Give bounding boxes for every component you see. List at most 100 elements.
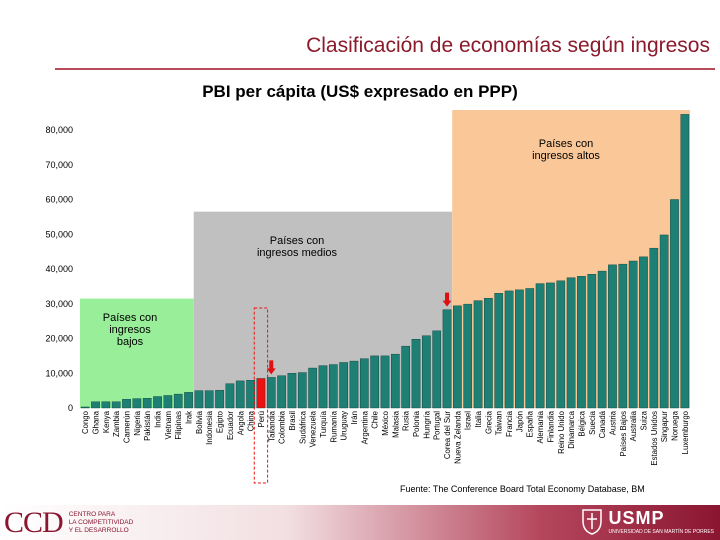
bar <box>339 362 348 409</box>
source-note: Fuente: The Conference Board Total Econo… <box>400 484 645 494</box>
bar <box>391 353 400 409</box>
x-category-label: Colombia <box>278 410 287 444</box>
bar <box>318 365 328 409</box>
x-category-label: Turquía <box>319 410 328 437</box>
x-category-label: Argentina <box>360 410 369 444</box>
band-annotation-line: Países con <box>539 138 593 150</box>
bar <box>91 401 100 409</box>
bar <box>256 378 266 409</box>
bar <box>463 303 473 409</box>
x-category-label: Francia <box>505 410 514 437</box>
x-category-label: Chile <box>371 411 380 429</box>
x-category-label: Reino Unido <box>557 410 566 454</box>
x-category-label: Rumanía <box>329 410 338 442</box>
x-category-label: Italia <box>474 410 483 427</box>
bar <box>349 360 359 409</box>
x-category-label: Rusia <box>402 410 411 431</box>
x-category-label: Uruguay <box>340 411 349 441</box>
x-category-label: Bolivia <box>195 410 204 434</box>
bar <box>287 373 297 409</box>
x-category-label: Taiwan <box>495 411 504 435</box>
x-category-label: Ghana <box>92 410 101 434</box>
highlight-frame <box>253 307 269 484</box>
usmp-subtitle: UNIVERSIDAD DE SAN MARTÍN DE PORRES <box>608 528 714 535</box>
bar <box>401 345 411 409</box>
bar <box>359 358 369 409</box>
usmp-logo: USMP UNIVERSIDAD DE SAN MARTÍN DE PORRES <box>581 507 714 535</box>
x-category-label: Estados Unidos <box>650 411 659 466</box>
band-annotation-line: ingresos medios <box>257 247 338 259</box>
x-category-label: Vietnam <box>164 411 173 439</box>
y-tick-label: 70,000 <box>45 160 73 170</box>
x-category-label: Bélgica <box>577 410 586 436</box>
bar <box>494 293 504 409</box>
x-category-label: Nigeria <box>133 410 142 435</box>
x-category-label: Camerún <box>123 411 132 443</box>
y-tick-label: 30,000 <box>45 299 73 309</box>
x-category-label: Brasil <box>288 411 297 431</box>
y-tick-label: 10,000 <box>45 368 73 378</box>
bar <box>618 263 628 409</box>
bar <box>566 277 576 409</box>
bar <box>380 355 390 409</box>
bar <box>163 395 173 409</box>
x-category-label: Hungría <box>422 410 431 438</box>
ccd-logo: CCD CENTRO PARA LA COMPETITIVIDAD Y EL D… <box>4 505 133 540</box>
bar <box>473 300 483 409</box>
bar <box>132 398 142 409</box>
bar <box>235 380 245 409</box>
x-category-label: Corea del Sur <box>443 411 452 460</box>
bar <box>556 280 566 409</box>
x-category-label: China <box>247 410 256 431</box>
down-arrow-icon <box>266 360 276 375</box>
bar <box>297 372 307 409</box>
y-tick-label: 80,000 <box>45 125 73 135</box>
bar <box>597 270 607 409</box>
x-category-label: Egipto <box>216 410 225 433</box>
bar <box>442 309 452 409</box>
x-category-label: Ecuador <box>226 411 235 440</box>
ccd-line: CENTRO PARA <box>68 510 116 518</box>
bar <box>628 260 638 409</box>
bar <box>453 305 462 409</box>
x-category-label: Grecia <box>484 410 493 434</box>
bar <box>639 256 648 409</box>
bar <box>525 288 535 409</box>
bar <box>266 377 276 409</box>
usmp-logo-text: USMP UNIVERSIDAD DE SAN MARTÍN DE PORRES <box>609 508 714 535</box>
x-category-label: Suiza <box>639 410 648 430</box>
low-income-band <box>80 298 194 408</box>
x-category-label: Japón <box>515 411 524 432</box>
bar <box>680 114 690 409</box>
x-category-label: Portugal <box>433 411 442 440</box>
band-annotation-line: bajos <box>117 336 144 348</box>
bar <box>194 390 204 409</box>
bar <box>225 383 235 409</box>
bar <box>370 355 379 409</box>
x-category-label: Noruega <box>670 410 679 441</box>
y-tick-label: 60,000 <box>45 195 73 205</box>
band-annotation-line: ingresos <box>109 324 151 336</box>
down-arrow-icon <box>442 292 452 307</box>
bar <box>101 401 111 409</box>
band-annotation-line: ingresos altos <box>532 150 600 162</box>
x-category-label: Perú <box>257 411 266 427</box>
x-category-label: Alemania <box>536 410 545 443</box>
x-category-label: Zambia <box>112 410 121 437</box>
x-category-label: Pakistán <box>143 411 152 441</box>
bar <box>122 399 131 409</box>
bar <box>659 234 669 409</box>
bar <box>608 264 617 409</box>
ccd-line: LA COMPETITIVIDAD <box>68 518 134 526</box>
bar <box>577 276 586 409</box>
bar <box>277 375 286 409</box>
band-annotation-line: Países con <box>270 235 324 247</box>
bar <box>142 398 152 409</box>
x-category-label: Malasia <box>391 410 400 438</box>
x-category-label: Canadá <box>598 410 607 438</box>
bar <box>670 199 679 409</box>
bar <box>80 406 90 409</box>
x-category-label: Países Bajos <box>619 411 628 457</box>
ccd-logo-mark: CCD <box>4 505 64 539</box>
